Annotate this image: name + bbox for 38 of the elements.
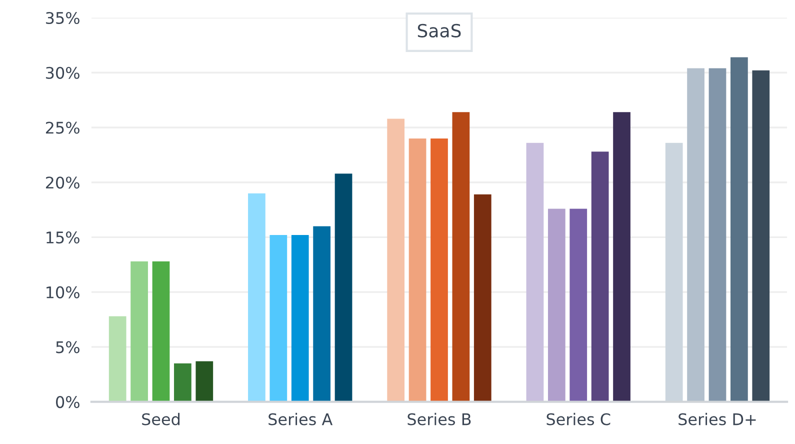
y-tick-label: 0% bbox=[56, 396, 80, 408]
bar bbox=[548, 208, 566, 402]
x-tick-label: Series C bbox=[546, 412, 610, 426]
y-tick-label: 15% bbox=[46, 231, 80, 244]
x-tick-label: Series B bbox=[408, 412, 471, 426]
x-tick-label: Series D+ bbox=[678, 412, 756, 426]
bar bbox=[313, 226, 330, 402]
bar bbox=[430, 138, 448, 402]
y-tick-label: 20% bbox=[46, 176, 80, 189]
y-tick-label: 25% bbox=[46, 122, 80, 134]
x-tick-label: Series A bbox=[268, 412, 333, 426]
bar bbox=[613, 112, 630, 402]
bar bbox=[752, 70, 770, 402]
y-tick-label: 5% bbox=[56, 341, 80, 354]
bar bbox=[708, 68, 726, 402]
y-tick-label: 35% bbox=[46, 12, 80, 24]
bar bbox=[591, 152, 609, 402]
bar bbox=[570, 208, 588, 402]
bar bbox=[108, 316, 126, 402]
x-tick-label: Seed bbox=[142, 412, 180, 426]
bar bbox=[408, 138, 426, 402]
bar bbox=[291, 235, 309, 402]
bar bbox=[174, 363, 192, 402]
bar bbox=[526, 142, 544, 402]
bar bbox=[334, 174, 352, 402]
bar bbox=[152, 261, 170, 402]
chart-title: SaaS bbox=[418, 24, 461, 38]
bar bbox=[196, 361, 214, 402]
bar bbox=[248, 193, 266, 402]
bar bbox=[687, 68, 704, 402]
bar bbox=[730, 57, 748, 402]
bar bbox=[452, 112, 470, 402]
bar bbox=[130, 261, 148, 402]
bar bbox=[474, 194, 492, 402]
bar bbox=[270, 235, 288, 402]
y-tick-label: 30% bbox=[46, 66, 80, 79]
bar bbox=[387, 118, 405, 402]
y-tick-label: 10% bbox=[46, 286, 80, 298]
